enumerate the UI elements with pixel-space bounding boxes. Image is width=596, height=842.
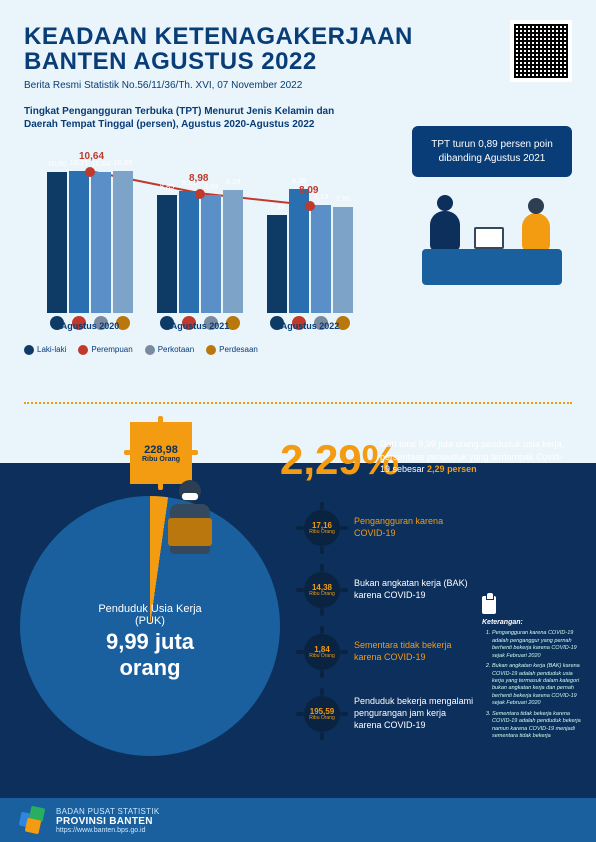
breakdown-item: 14,38Ribu Orang Bukan angkatan kerja (BAK… (300, 568, 476, 612)
chart-legend: Laki-laki Perempuan Perkotaan Perdesaan (24, 345, 572, 355)
pct-desc-highlight: 2,29 persen (427, 464, 477, 474)
footer-text: BADAN PUSAT STATISTIK PROVINSI BANTEN ht… (56, 807, 160, 834)
pie-chart: Penduduk Usia Kerja (PUK) 9,99 juta oran… (20, 496, 300, 776)
section-divider (24, 402, 572, 404)
worker-icon (160, 480, 220, 570)
bar: 7,95 (333, 207, 353, 313)
bar: 8,89 (201, 195, 221, 314)
bar-value-label: 9,24 (223, 177, 243, 186)
bar-value-label: 7,39 (267, 202, 287, 211)
page-subtitle: Berita Resmi Statistik No.56/11/36/Th. X… (24, 80, 572, 91)
breakdown-item: 17,16Ribu Orang Pengangguran karena COVID… (300, 506, 476, 550)
legend-item: Laki-laki (24, 345, 66, 355)
footer: BADAN PUSAT STATISTIK PROVINSI BANTEN ht… (0, 798, 596, 842)
legend-item: Perdesaan (206, 345, 258, 355)
virus-badge-icon: 195,59Ribu Orang (300, 692, 344, 736)
virus-badge-icon: 17,16Ribu Orang (300, 506, 344, 550)
line-value-label: 8,09 (299, 185, 318, 196)
pie-value: 9,99 juta orang (85, 629, 215, 681)
org-province: PROVINSI BANTEN (56, 816, 160, 827)
bar-value-label: 10,60 (47, 159, 67, 168)
bar-value-label: 10,65 (113, 158, 133, 167)
breakdown-label: Penduduk bekerja mengalami pengurangan j… (354, 696, 476, 731)
person-icon (522, 213, 550, 251)
breakdown-label: Sementara tidak bekerja karena COVID-19 (354, 640, 476, 663)
bar: 10,64 (91, 172, 111, 314)
bar: 10,60 (47, 172, 67, 313)
callout-text: TPT turun 0,89 persen poin dibanding Agu… (412, 126, 572, 177)
bar-group: 10,6010,7110,6410,65 (42, 171, 138, 314)
bar: 7,39 (267, 215, 287, 314)
bar: 8,85 (157, 195, 177, 313)
monitor-icon (474, 227, 504, 249)
virus-badge-icon: 1,84Ribu Orang (300, 630, 344, 674)
line-point (85, 167, 95, 177)
header: KEADAAN KETENAGAKERJAAN BANTEN AGUSTUS 2… (0, 0, 596, 97)
line-value-label: 8,98 (189, 173, 208, 184)
notes-heading: Keterangan: (482, 618, 582, 627)
org-url: https://www.banten.bps.go.id (56, 827, 160, 834)
virus-badge-icon: 14,38Ribu Orang (300, 568, 344, 612)
group-label: Agustus 2021 (152, 321, 248, 331)
title-line1: KEADAAN KETENAGAKERJAAN (24, 23, 413, 50)
bar: 9,21 (179, 191, 199, 314)
legend-item: Perempuan (78, 345, 132, 355)
bar-value-label: 7,95 (333, 194, 353, 203)
line-point (305, 201, 315, 211)
notes-box: Keterangan: Pengangguran karena COVID-19… (482, 596, 582, 743)
org-name: BADAN PUSAT STATISTIK (56, 807, 160, 816)
bar: 10,71 (69, 171, 89, 314)
infographic-page: KEADAAN KETENAGAKERJAAN BANTEN AGUSTUS 2… (0, 0, 596, 842)
bar: 9,24 (223, 190, 243, 313)
person-icon (430, 211, 460, 251)
note-item: Pengangguran karena COVID-19 adalah peng… (492, 630, 582, 660)
pct-description: Dari total 9,99 juta orang penduduk usia… (380, 438, 566, 476)
breakdown-item: 1,84Ribu Orang Sementara tidak bekerja ka… (300, 630, 476, 674)
clipboard-icon (482, 596, 496, 614)
pie-center-label: Penduduk Usia Kerja (PUK) 9,99 juta oran… (85, 603, 215, 681)
bps-logo-icon (20, 807, 46, 833)
bar: 8,13 (311, 205, 331, 313)
chart-title: Tingkat Pengangguran Terbuka (TPT) Menur… (24, 105, 344, 131)
breakdown-label: Bukan angkatan kerja (BAK) karena COVID-… (354, 578, 476, 601)
bar-chart: 10,6010,7110,6410,65Agustus 202010,648,8… (24, 141, 354, 341)
title-line2: BANTEN AGUSTUS 2022 (24, 48, 317, 75)
affected-unit: Ribu Orang (142, 456, 180, 463)
pie-label: Penduduk Usia Kerja (PUK) (85, 603, 215, 627)
bar-value-label: 8,85 (157, 182, 177, 191)
pie-slice: Penduduk Usia Kerja (PUK) 9,99 juta oran… (20, 496, 280, 756)
line-value-label: 10,64 (79, 151, 104, 162)
affected-value: 228,98 (144, 444, 178, 456)
qr-code-icon (510, 20, 572, 82)
pct-value: 2,29 (280, 436, 362, 483)
group-label: Agustus 2020 (42, 321, 138, 331)
line-point (195, 189, 205, 199)
page-title: KEADAAN KETENAGAKERJAAN BANTEN AGUSTUS 2… (24, 24, 572, 74)
bar-group: 8,859,218,899,24 (152, 190, 248, 313)
breakdown-label: Pengangguran karena COVID-19 (354, 516, 476, 539)
affected-count-badge: 228,98 Ribu Orang (130, 422, 192, 484)
office-illustration (412, 185, 572, 295)
notes-list: Pengangguran karena COVID-19 adalah peng… (482, 630, 582, 740)
group-label: Agustus 2022 (262, 321, 358, 331)
note-item: Sementara tidak bekerja karena COVID-19 … (492, 711, 582, 741)
breakdown-item: 195,59Ribu Orang Penduduk bekerja mengala… (300, 692, 476, 736)
bar: 10,65 (113, 171, 133, 313)
bar-value-label: 9,35 (289, 176, 309, 185)
legend-item: Perkotaan (145, 345, 194, 355)
bottom-section: 228,98 Ribu Orang 2,29% Dari total 9,99 … (0, 406, 596, 842)
note-item: Bukan angkatan kerja (BAK) karena COVID-… (492, 663, 582, 708)
callout: TPT turun 0,89 persen poin dibanding Agu… (412, 126, 572, 295)
breakdown-list: 17,16Ribu Orang Pengangguran karena COVID… (300, 506, 476, 754)
desk-icon (422, 249, 562, 285)
